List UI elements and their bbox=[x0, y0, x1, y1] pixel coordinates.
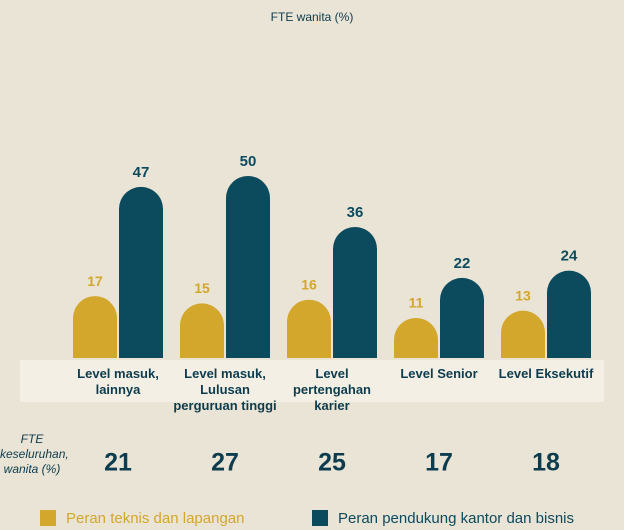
value-label: 24 bbox=[561, 248, 578, 265]
value-label: 50 bbox=[240, 153, 257, 170]
value-label: 47 bbox=[133, 164, 150, 181]
chart-title: FTE wanita (%) bbox=[271, 10, 354, 24]
bar bbox=[440, 277, 484, 358]
label-band bbox=[20, 360, 604, 402]
value-label: 22 bbox=[454, 255, 471, 272]
value-label: 16 bbox=[301, 276, 317, 292]
value-label: 36 bbox=[347, 204, 364, 221]
x-tick-label: Level masuk, lainnya bbox=[77, 366, 159, 397]
legend-label: Peran teknis dan lapangan bbox=[66, 510, 244, 527]
bar bbox=[333, 226, 377, 358]
overall-value: 17 bbox=[425, 449, 453, 477]
value-label: 11 bbox=[409, 295, 424, 311]
x-tick-label: Level pertengahan karier bbox=[292, 366, 371, 413]
overall-value: 21 bbox=[104, 449, 132, 477]
overall-label: FTE keseluruhan, wanita (%) bbox=[0, 432, 69, 476]
legend-swatch bbox=[312, 510, 328, 526]
x-tick-label: Level Senior bbox=[400, 366, 478, 381]
bar bbox=[501, 310, 545, 358]
bar bbox=[287, 299, 331, 358]
value-label: 15 bbox=[194, 280, 210, 296]
overall-value: 27 bbox=[211, 449, 239, 477]
x-tick-label: Level masuk, Lulusan perguruan tinggi bbox=[173, 366, 277, 413]
bar bbox=[73, 296, 117, 358]
value-label: 17 bbox=[87, 273, 103, 289]
bar bbox=[180, 303, 224, 358]
overall-value: 25 bbox=[318, 449, 346, 477]
value-label: 13 bbox=[515, 287, 531, 303]
bar bbox=[119, 186, 163, 358]
overall-value: 18 bbox=[532, 449, 560, 477]
bar bbox=[547, 270, 591, 358]
x-tick-label: Level Eksekutif bbox=[498, 366, 594, 381]
legend-label: Peran pendukung kantor dan bisnis bbox=[338, 510, 574, 527]
legend-swatch bbox=[40, 510, 56, 526]
bar bbox=[226, 176, 270, 358]
bar bbox=[394, 317, 438, 358]
